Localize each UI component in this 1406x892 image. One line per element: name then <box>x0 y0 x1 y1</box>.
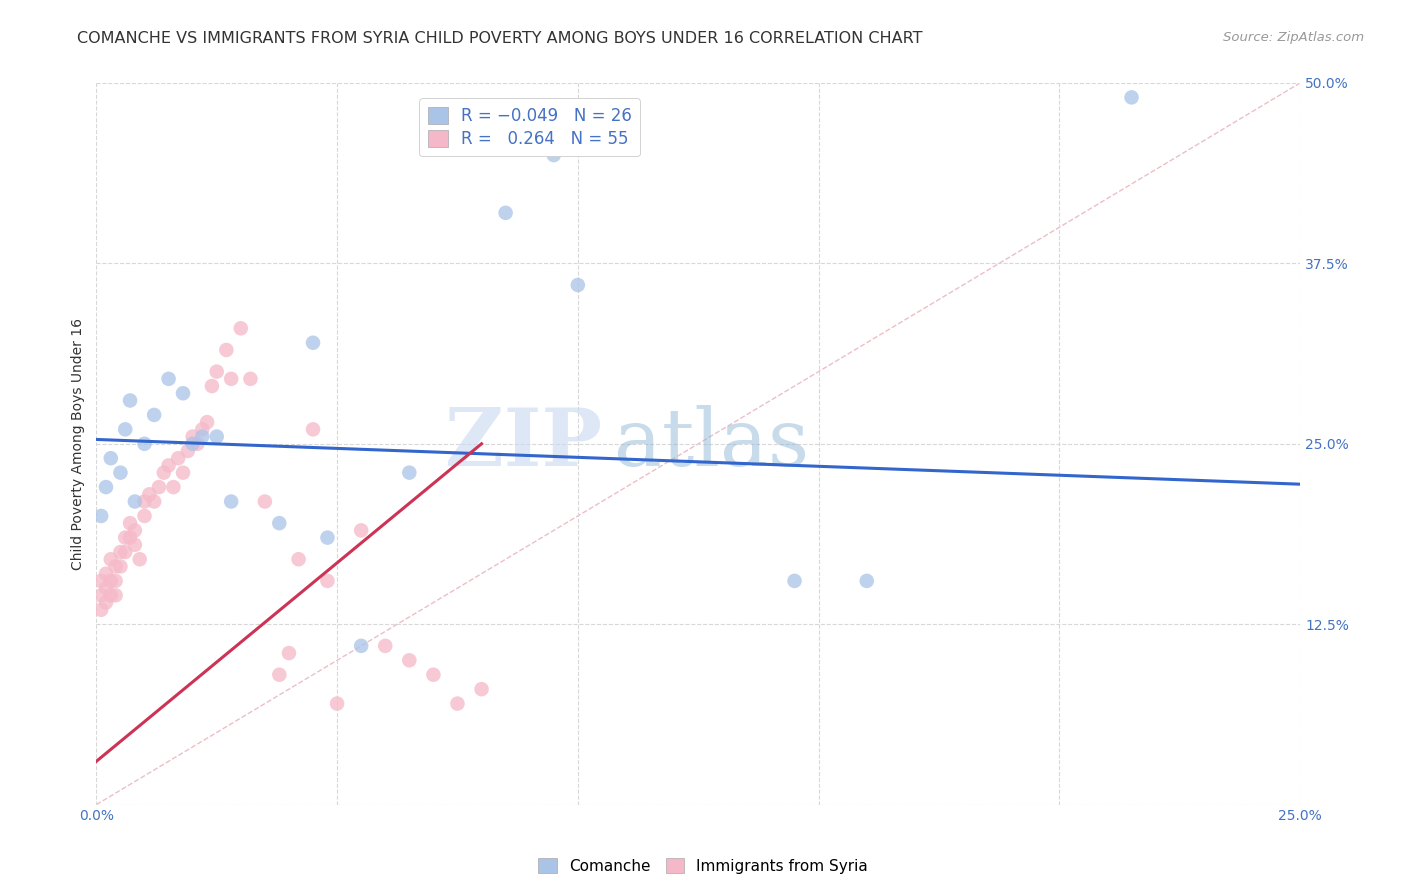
Point <box>181 429 204 443</box>
Point <box>495 206 517 220</box>
Point <box>253 494 276 508</box>
Point <box>90 588 112 602</box>
Point <box>100 451 122 466</box>
Point <box>205 429 228 443</box>
Point <box>124 494 146 508</box>
Point <box>326 697 349 711</box>
Point <box>422 667 444 681</box>
Point <box>152 466 174 480</box>
Point <box>191 429 214 443</box>
Point <box>219 372 242 386</box>
Point <box>269 516 291 531</box>
Point <box>398 466 420 480</box>
Point <box>398 653 420 667</box>
Point <box>124 524 146 538</box>
Point <box>446 697 468 711</box>
Point <box>269 667 291 681</box>
Point <box>90 574 112 588</box>
Point <box>143 408 166 422</box>
Point <box>120 393 142 408</box>
Point <box>567 278 589 293</box>
Point <box>100 588 122 602</box>
Point <box>110 466 132 480</box>
Point <box>205 365 228 379</box>
Point <box>172 466 194 480</box>
Legend: Comanche, Immigrants from Syria: Comanche, Immigrants from Syria <box>531 852 875 880</box>
Point <box>104 588 127 602</box>
Point <box>316 531 339 545</box>
Point <box>186 437 208 451</box>
Point <box>110 559 132 574</box>
Point <box>201 379 224 393</box>
Point <box>177 444 200 458</box>
Point <box>128 552 150 566</box>
Text: Source: ZipAtlas.com: Source: ZipAtlas.com <box>1223 31 1364 45</box>
Point <box>90 508 112 523</box>
Point <box>94 480 117 494</box>
Point <box>374 639 396 653</box>
Point <box>543 148 565 162</box>
Point <box>94 566 117 581</box>
Point <box>287 552 309 566</box>
Point <box>470 682 492 697</box>
Point <box>94 596 117 610</box>
Point <box>350 524 373 538</box>
Point <box>134 508 156 523</box>
Point <box>167 451 190 466</box>
Point <box>162 480 184 494</box>
Point <box>114 531 136 545</box>
Point <box>1121 90 1143 104</box>
Point <box>100 552 122 566</box>
Point <box>157 372 180 386</box>
Point <box>114 422 136 436</box>
Point <box>239 372 262 386</box>
Point <box>855 574 877 588</box>
Point <box>138 487 160 501</box>
Point <box>104 559 127 574</box>
Point <box>104 574 127 588</box>
Point <box>114 545 136 559</box>
Point <box>215 343 238 357</box>
Legend: R = −0.049   N = 26, R =   0.264   N = 55: R = −0.049 N = 26, R = 0.264 N = 55 <box>419 98 640 156</box>
Point <box>783 574 806 588</box>
Point <box>229 321 252 335</box>
Text: ZIP: ZIP <box>444 405 602 483</box>
Point <box>134 494 156 508</box>
Point <box>94 581 117 595</box>
Point <box>90 603 112 617</box>
Point <box>148 480 170 494</box>
Point <box>219 494 242 508</box>
Point <box>195 415 218 429</box>
Text: COMANCHE VS IMMIGRANTS FROM SYRIA CHILD POVERTY AMONG BOYS UNDER 16 CORRELATION : COMANCHE VS IMMIGRANTS FROM SYRIA CHILD … <box>77 31 922 46</box>
Point <box>134 437 156 451</box>
Text: atlas: atlas <box>614 405 808 483</box>
Y-axis label: Child Poverty Among Boys Under 16: Child Poverty Among Boys Under 16 <box>72 318 86 570</box>
Point <box>100 574 122 588</box>
Point <box>302 335 325 350</box>
Point <box>191 422 214 436</box>
Point <box>278 646 301 660</box>
Point <box>157 458 180 473</box>
Point <box>172 386 194 401</box>
Point <box>124 538 146 552</box>
Point <box>110 545 132 559</box>
Point <box>143 494 166 508</box>
Point <box>120 531 142 545</box>
Point <box>316 574 339 588</box>
Point <box>350 639 373 653</box>
Point <box>181 437 204 451</box>
Point <box>120 516 142 531</box>
Point <box>302 422 325 436</box>
